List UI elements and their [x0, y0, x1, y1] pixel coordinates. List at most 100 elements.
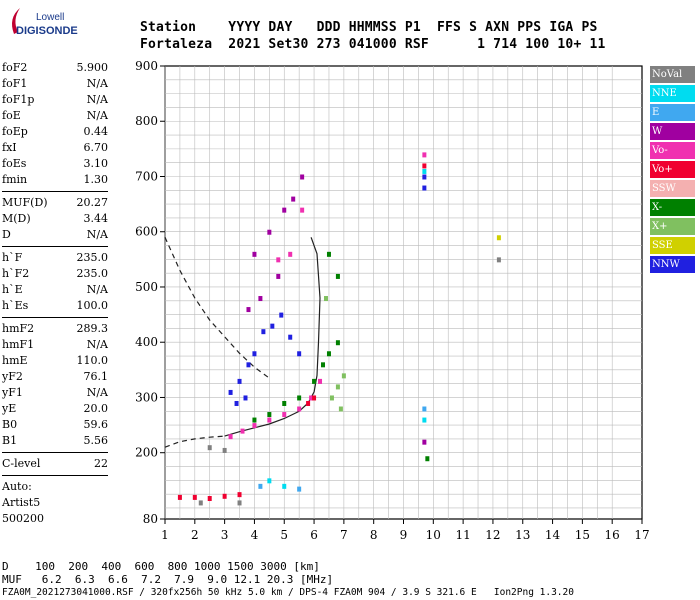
param-value: 0.44 — [83, 125, 109, 138]
param-name: h`F — [2, 251, 23, 264]
y-tick-label: 400 — [135, 335, 158, 349]
param-row: M(D) 3.44 — [2, 211, 108, 227]
x-tick-label: 1 — [161, 528, 169, 542]
param-value: 22 — [94, 457, 108, 470]
param-name: yF1 — [2, 386, 23, 399]
data-point — [335, 273, 340, 279]
data-point — [321, 362, 326, 368]
data-point — [282, 483, 287, 489]
legend-item: Vo+ — [650, 161, 695, 178]
legend-item: NNE — [650, 85, 695, 102]
data-point — [252, 251, 257, 257]
param-value: 3.44 — [83, 212, 109, 225]
x-tick-label: 4 — [251, 528, 259, 542]
param-name: foEp — [2, 125, 28, 138]
data-point — [246, 362, 251, 368]
x-tick-label: 3 — [221, 528, 229, 542]
data-point — [282, 412, 287, 418]
data-point — [329, 395, 334, 401]
param-name: foE — [2, 109, 21, 122]
legend-item: E — [650, 104, 695, 121]
param-value: 100.0 — [76, 299, 109, 312]
param-row: B0 59.6 — [2, 417, 108, 433]
data-point — [335, 384, 340, 390]
data-point — [267, 412, 272, 418]
data-point — [422, 439, 427, 445]
x-tick-label: 11 — [455, 528, 470, 542]
data-point — [338, 406, 343, 412]
param-divider — [2, 246, 108, 247]
data-point — [341, 373, 346, 379]
data-point — [297, 351, 302, 357]
x-tick-label: 15 — [575, 528, 590, 542]
param-row: foF1 N/A — [2, 76, 108, 92]
data-point — [279, 312, 284, 318]
data-point — [291, 196, 296, 202]
footer-file-row: FZA0M_2021273041000.RSF / 320fx256h 50 k… — [2, 587, 574, 598]
y-tick-label: 500 — [135, 280, 158, 294]
param-divider — [2, 452, 108, 453]
param-row: yF2 76.1 — [2, 369, 108, 385]
data-point — [207, 445, 212, 451]
y-tick-label: 200 — [135, 446, 158, 460]
param-value: 110.0 — [76, 354, 109, 367]
param-value: 235.0 — [76, 267, 109, 280]
y-tick-label: 800 — [135, 114, 158, 128]
param-name: B0 — [2, 418, 18, 431]
data-point — [422, 168, 427, 174]
param-value: 76.1 — [83, 370, 109, 383]
data-point — [252, 417, 257, 423]
data-point — [207, 496, 212, 502]
x-tick-label: 13 — [515, 528, 530, 542]
param-name: hmF2 — [2, 322, 35, 335]
data-point — [318, 378, 323, 384]
data-point — [282, 207, 287, 213]
footer-muf-row: MUF 6.2 6.3 6.6 7.2 7.9 9.0 12.1 20.3 [M… — [2, 573, 334, 586]
param-row: D N/A — [2, 227, 108, 243]
x-tick-label: 2 — [191, 528, 199, 542]
param-row: C-level 22 — [2, 456, 108, 472]
data-point — [288, 334, 293, 340]
legend-item: W — [650, 123, 695, 140]
data-point — [297, 486, 302, 492]
param-name: fmin — [2, 173, 28, 186]
data-point — [312, 378, 317, 384]
legend-item: SSW — [650, 180, 695, 197]
data-point — [312, 395, 317, 401]
data-point — [422, 163, 427, 169]
data-point — [306, 400, 311, 406]
param-value: 5.56 — [83, 434, 109, 447]
x-tick-label: 16 — [605, 528, 620, 542]
param-name: M(D) — [2, 212, 31, 225]
param-value: N/A — [86, 386, 108, 399]
data-point — [422, 174, 427, 180]
logo-line1: Lowell — [36, 12, 64, 23]
data-point — [326, 351, 331, 357]
autoscaling-note: Auto: — [2, 480, 32, 493]
x-tick-label: 5 — [280, 528, 288, 542]
param-name: hmF1 — [2, 338, 35, 351]
y-tick-label: 600 — [135, 225, 158, 239]
param-row: h`F2 235.0 — [2, 266, 108, 282]
param-name: h`Es — [2, 299, 29, 312]
data-point — [422, 406, 427, 412]
param-value: N/A — [86, 93, 108, 106]
data-point — [309, 395, 314, 401]
param-row: yF1 N/A — [2, 385, 108, 401]
header-row1: Station YYYY DAY DDD HHMMSS P1 FFS S AXN… — [140, 20, 598, 35]
data-point — [228, 389, 233, 395]
param-value: N/A — [86, 228, 108, 241]
param-name: foF1p — [2, 93, 35, 106]
data-point — [246, 307, 251, 313]
data-point — [198, 500, 203, 506]
data-point — [234, 400, 239, 406]
data-point — [300, 174, 305, 180]
param-name: fxI — [2, 141, 17, 154]
data-point — [267, 478, 272, 484]
param-row: h`E N/A — [2, 282, 108, 298]
data-point — [323, 296, 328, 302]
legend-item: Vo- — [650, 142, 695, 159]
x-tick-label: 14 — [545, 528, 561, 542]
param-row: h`Es 100.0 — [2, 298, 108, 314]
x-tick-label: 9 — [400, 528, 408, 542]
